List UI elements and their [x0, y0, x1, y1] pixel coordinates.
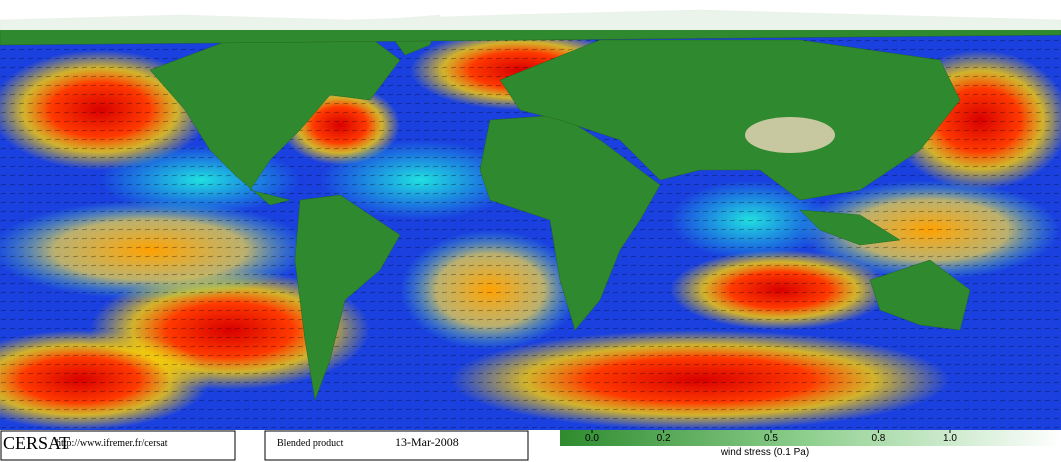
colorbar-label: wind stress (0.1 Pa)	[720, 447, 809, 458]
colorbar-tick-label: 0.0	[585, 433, 599, 444]
url: http://www.ifremer.fr/cersat	[56, 438, 168, 449]
colorbar-tick-label: 1.0	[943, 433, 957, 444]
date: 13-Mar-2008	[395, 435, 459, 449]
colorbar	[560, 430, 1061, 446]
colorbar-tick-label: 0.2	[657, 433, 671, 444]
colorbar-tick-label: 0.8	[871, 433, 885, 444]
footer: CERSAT http://www.ifremer.fr/cersat Blen…	[0, 430, 1061, 462]
product: Blended product	[277, 438, 344, 449]
polar-mask	[0, 0, 1061, 30]
logo: CERSAT	[3, 433, 70, 453]
colorbar-tick-label: 0.5	[764, 433, 778, 444]
